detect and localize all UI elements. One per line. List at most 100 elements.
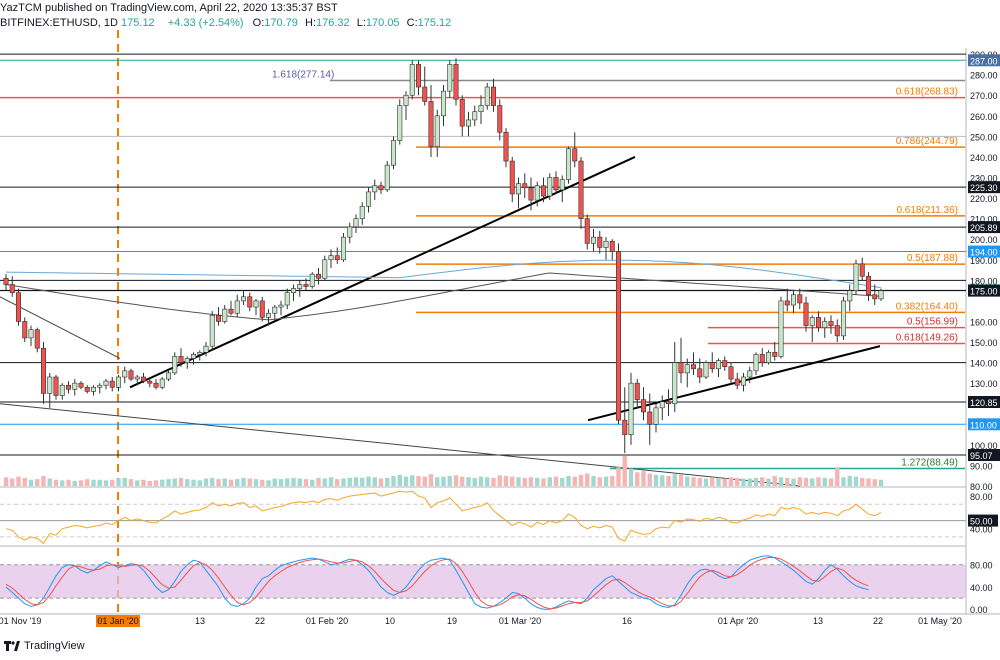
low-value: 170.05 <box>365 17 400 29</box>
volume-bar <box>810 478 815 486</box>
candle <box>247 296 253 308</box>
candle <box>559 179 565 191</box>
candle <box>134 376 140 380</box>
volume-bar <box>272 478 277 486</box>
candle <box>378 185 384 191</box>
candle <box>659 401 665 409</box>
candle <box>728 366 734 380</box>
volume-bar <box>760 477 765 486</box>
volume-bar <box>866 478 871 486</box>
volume-bar <box>660 475 665 486</box>
volume-bar <box>378 478 384 486</box>
candle <box>103 380 109 386</box>
volume-bar <box>260 479 265 486</box>
fib-label: 1.272(88.49) <box>901 458 958 469</box>
candle <box>272 306 278 314</box>
candle <box>172 356 178 374</box>
volume-bar <box>597 477 602 486</box>
volume-bar <box>103 480 109 486</box>
candle <box>503 131 509 162</box>
candle <box>22 321 28 339</box>
volume-bar <box>228 479 234 486</box>
candle <box>234 300 240 314</box>
volume-bar <box>341 478 346 486</box>
candle <box>3 277 9 285</box>
volume-bar <box>797 477 802 486</box>
volume-bar <box>560 477 565 486</box>
volume-bar <box>778 477 784 486</box>
price-tick: 80.00 <box>970 482 993 492</box>
volume-bar <box>753 477 759 486</box>
price-tag-bg <box>968 54 1000 67</box>
volume-bar <box>547 477 552 486</box>
volume-bar <box>847 476 852 486</box>
fib-label: 0.618(149.26) <box>896 333 958 344</box>
price-tick: 230.00 <box>970 174 998 184</box>
time-tick: 01 Nov '19 <box>0 616 41 626</box>
price-tick: 200.00 <box>970 235 998 245</box>
support-trendline <box>587 345 881 422</box>
candle <box>565 148 571 180</box>
volume-bar <box>728 477 734 486</box>
volume-bar <box>366 476 371 486</box>
volume-bar <box>741 478 746 486</box>
candle <box>590 236 596 244</box>
volume-bar <box>603 476 609 486</box>
rsi-tick: 80.00 <box>970 492 993 502</box>
candle <box>53 376 59 396</box>
time-tick: 01 Feb '20 <box>306 616 348 626</box>
candle <box>440 90 446 117</box>
candle <box>478 105 484 112</box>
candle <box>97 384 103 388</box>
brand-name: TradingView <box>24 640 85 652</box>
symbol-line: BITFINEX:ETHUSD, 1D 175.12 +4.33 (+2.54%… <box>0 17 455 29</box>
candle <box>347 226 353 238</box>
volume-bar <box>97 479 102 486</box>
volume-bar <box>328 477 334 486</box>
candle <box>865 275 871 296</box>
volume-bar <box>16 476 21 486</box>
volume-bar <box>447 476 452 486</box>
volume-bar <box>372 477 377 486</box>
time-tick: 01 Jan '20 <box>97 616 138 626</box>
volume-bar <box>147 481 152 486</box>
volume-bar <box>610 476 615 486</box>
volume-bar <box>91 479 96 486</box>
volume-bar <box>316 477 321 486</box>
candle <box>803 302 809 326</box>
candle <box>390 140 396 166</box>
volume-bar <box>641 471 646 486</box>
candle <box>340 236 346 261</box>
volume-bar <box>191 479 196 486</box>
volume-bar <box>647 473 652 486</box>
time-tick: 01 Mar '20 <box>499 616 541 626</box>
volume-bar <box>410 475 415 486</box>
price-tick: 240.00 <box>970 153 998 163</box>
volume-bar <box>510 476 515 486</box>
volume-bar <box>522 477 527 486</box>
close-label: C: <box>406 17 418 29</box>
volume-bar <box>172 478 177 486</box>
candle <box>484 86 490 106</box>
candle <box>328 255 334 261</box>
volume-bar <box>572 476 577 486</box>
candle <box>303 284 309 287</box>
candle <box>84 386 90 392</box>
volume-bar <box>141 479 146 486</box>
candle <box>490 86 496 106</box>
volume-bar <box>28 479 34 486</box>
candle <box>253 300 259 308</box>
volume-bar <box>10 478 15 486</box>
time-tag-bg <box>96 615 140 627</box>
candle <box>147 380 153 384</box>
price-tick: 194.00 <box>970 248 998 258</box>
volume-bar <box>503 476 509 486</box>
candle <box>78 382 84 388</box>
candle <box>91 386 97 392</box>
volume-bar <box>128 479 134 486</box>
volume-bar <box>591 476 596 486</box>
volume-bar <box>497 475 502 486</box>
volume-bar <box>85 479 90 486</box>
volume-bar <box>441 476 446 486</box>
